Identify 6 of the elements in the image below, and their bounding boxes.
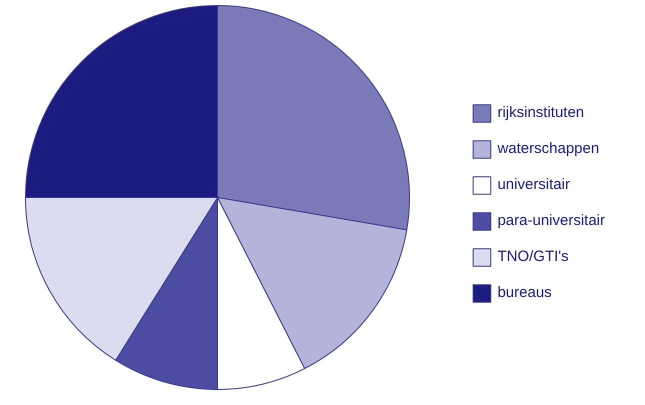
legend-label: para-universitair	[497, 212, 605, 229]
legend-label: TNO/GTI's	[497, 248, 569, 265]
legend-label: universitair	[497, 176, 570, 193]
legend-label: waterschappen	[497, 140, 600, 157]
legend-label: bureaus	[497, 284, 552, 301]
legend-label: rijksinstituten	[497, 104, 584, 121]
